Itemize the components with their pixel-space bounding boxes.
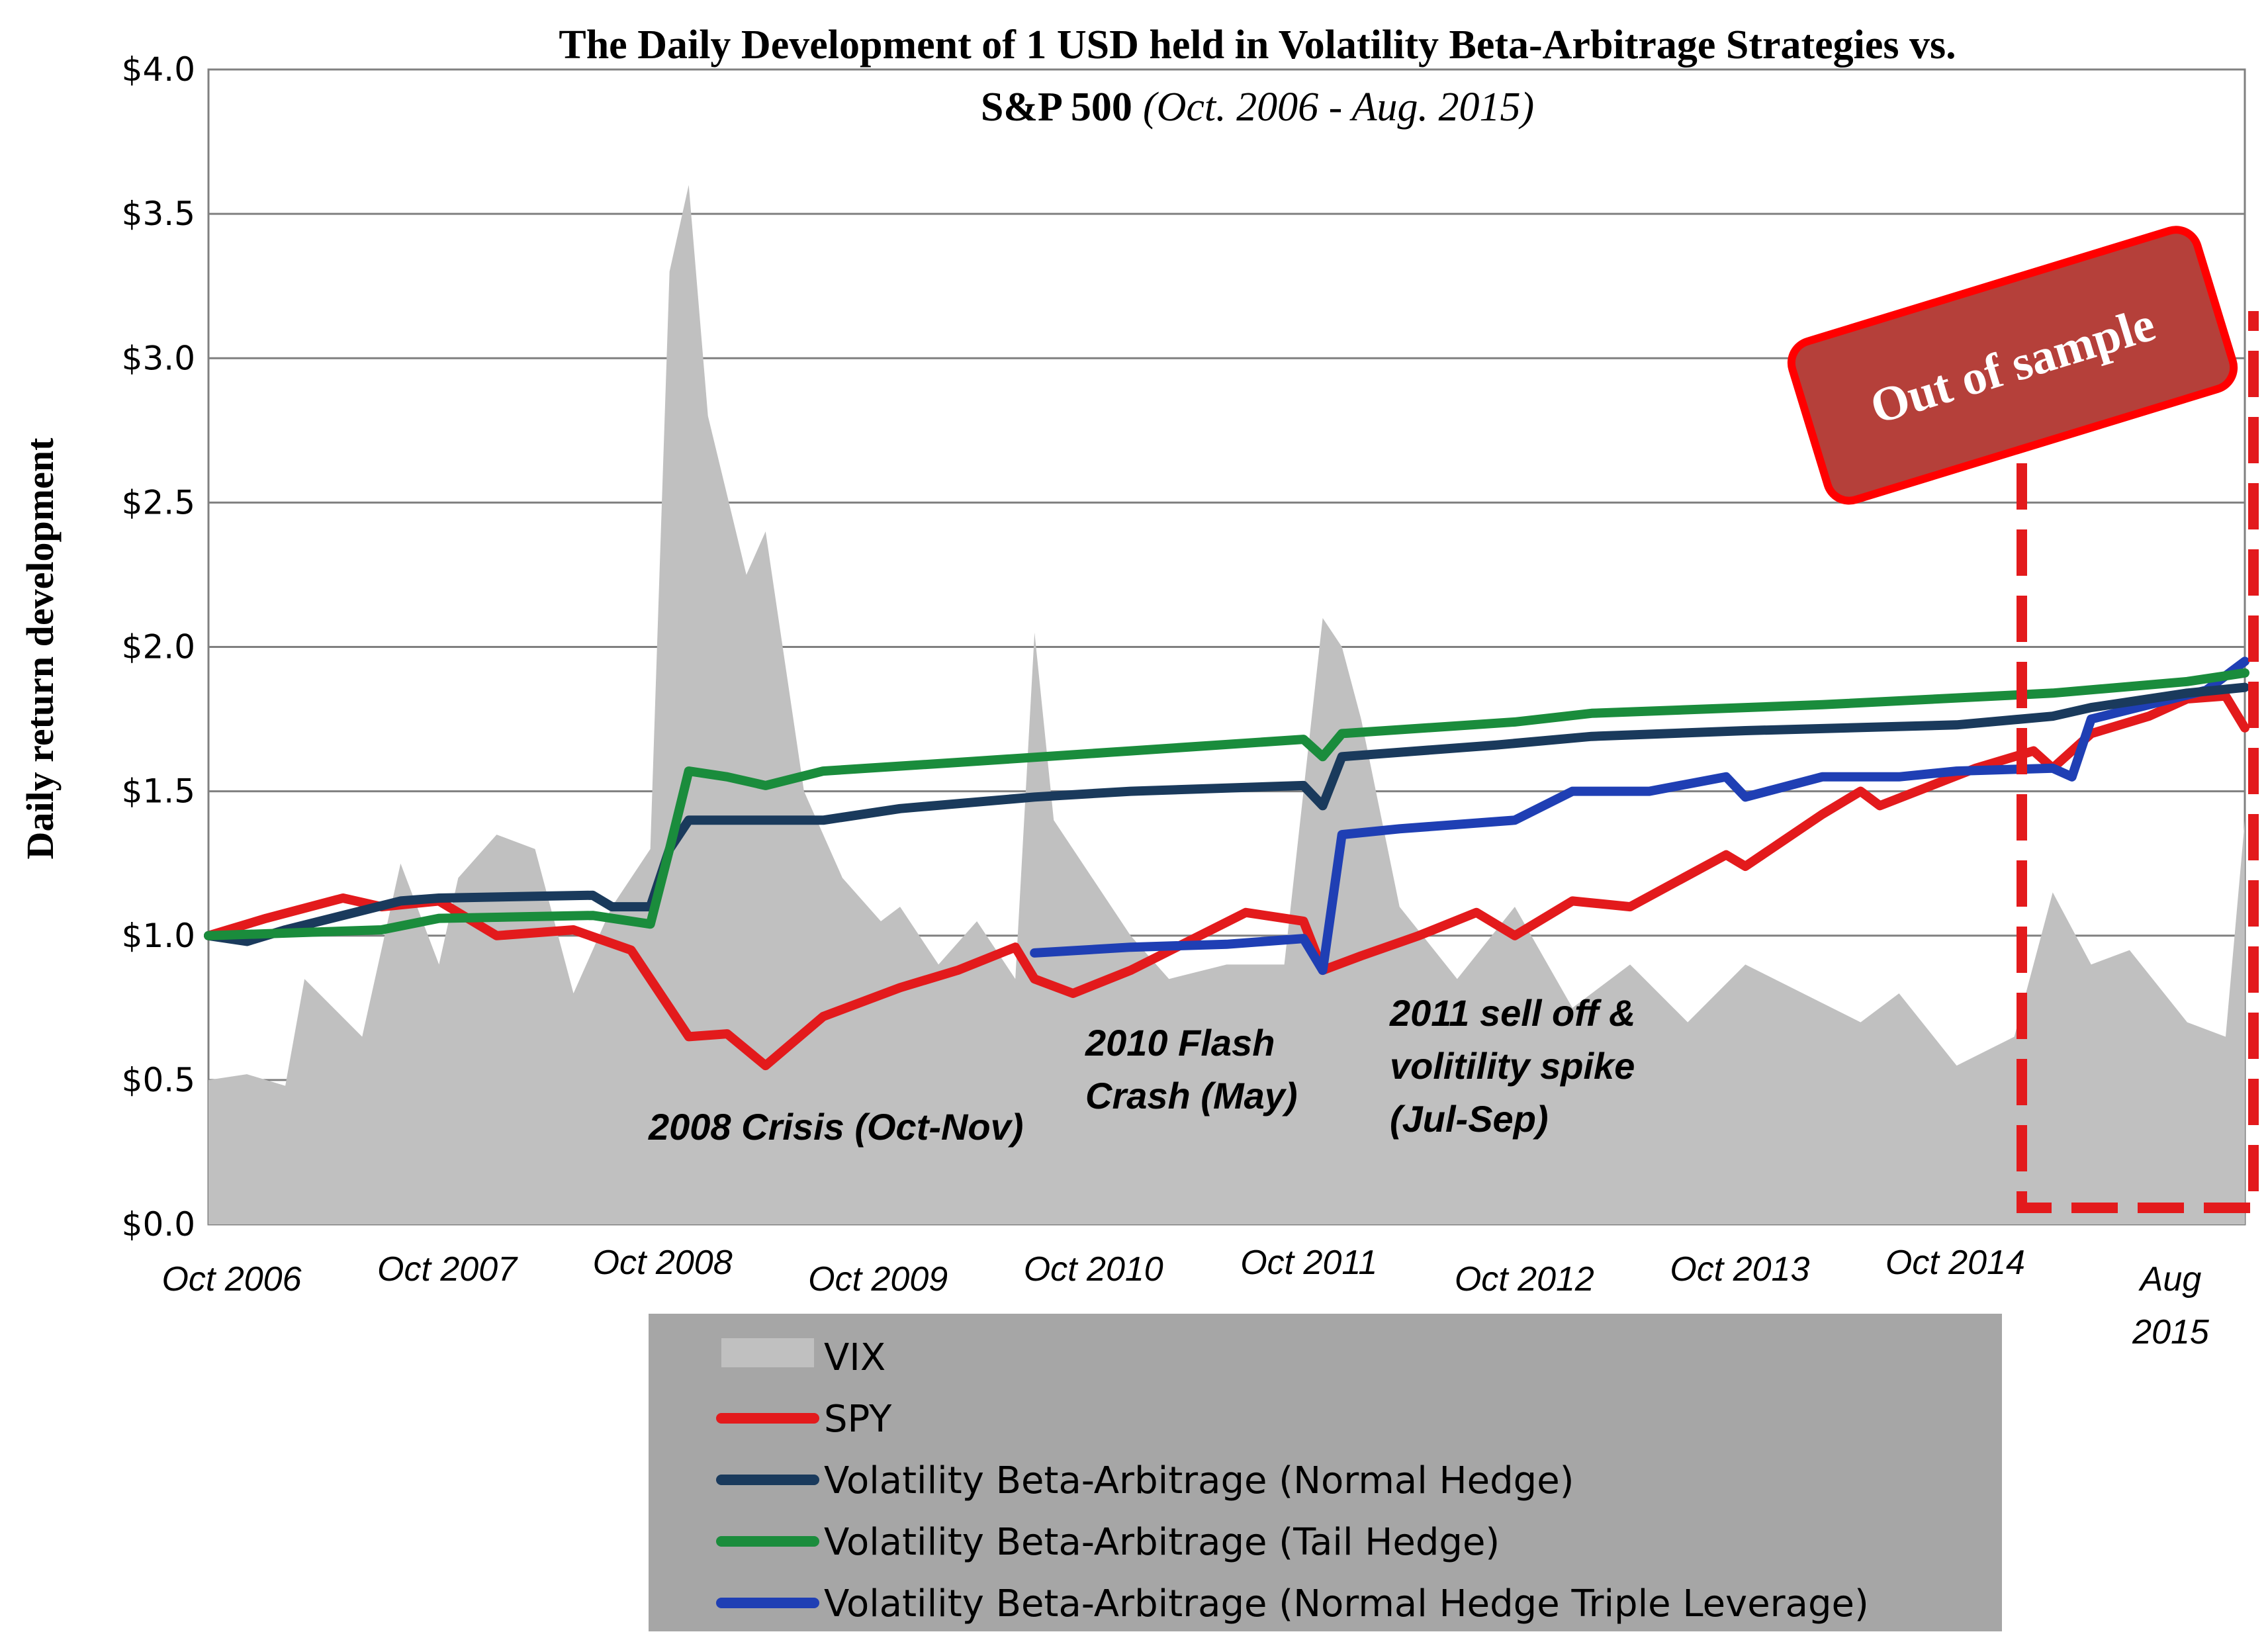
annotation-flash-crash-line1: 2010 Flash [1085,1022,1275,1064]
vix-area-layer [208,185,2245,1224]
annotation-selloff-line2: volitility spike [1390,1045,1635,1087]
y-tick-label: $0.0 [122,1205,195,1244]
annotation-selloff-line1: 2011 sell off & [1389,992,1635,1034]
x-tick-label: Oct 2011 [1240,1244,1377,1282]
x-tick-label: Oct 2008 [593,1244,733,1282]
chart-title-line1: The Daily Development of 1 USD held in V… [559,23,1956,68]
y-tick-label: $3.0 [122,339,195,377]
series-line-volatility-beta-arbitrage-tail-hedge [204,668,2249,940]
y-tick-label: $2.0 [122,628,195,666]
x-tick-label-year: 2015 [2132,1313,2210,1351]
x-tick-label: Oct 2010 [1024,1250,1163,1289]
y-tick-labels: $0.0 $0.5 $1.0 $1.5 $2.0 $2.5 $3.0 $3.5 $4.0 [122,50,195,1244]
legend-label: Volatility Beta-Arbitrage (Normal Hedge) [824,1459,1574,1502]
y-tick-label: $1.5 [122,772,195,811]
legend-label: Volatility Beta-Arbitrage (Tail Hedge) [824,1521,1500,1564]
annotation-flash-crash-line2: Crash (May) [1085,1075,1298,1116]
legend-swatch-vix [721,1338,814,1367]
y-tick-label: $3.5 [122,195,195,233]
chart-title-italic: (Oct. 2006 - Aug. 2015) [1143,85,1534,130]
series-line-volatility-beta-arbitrage-normal-hedge [204,682,2249,946]
y-axis-label: Daily return development [19,437,62,860]
y-tick-label: $0.5 [122,1061,195,1099]
y-tick-label: $1.0 [122,917,195,955]
series-lines-layer [204,657,2249,1071]
chart-title-line2: S&P 500 (Oct. 2006 - Aug. 2015) [981,85,1534,130]
chart-title-bold: S&P 500 [981,85,1132,130]
x-tick-label: Oct 2006 [161,1260,301,1298]
legend-label: VIX [824,1336,885,1379]
series-line-volatility-beta-arbitrage-normal-hedge-triple-leverage [1030,657,2249,976]
out-of-sample-dashed-box [2017,311,2259,1213]
x-tick-label: Oct 2009 [808,1260,948,1298]
out-of-sample-badge-box [1787,226,2238,505]
x-tick-label: Aug [2138,1260,2202,1298]
x-tick-label: Oct 2013 [1670,1250,1809,1289]
series-line-spy [204,691,2249,1071]
y-tick-label: $2.5 [122,483,195,522]
annotation-selloff-line3: (Jul-Sep) [1390,1098,1549,1140]
x-tick-labels: Oct 2006 Oct 2007 Oct 2008 Oct 2009 Oct 2010… [161,1244,2209,1351]
x-tick-label: Oct 2012 [1455,1260,1594,1298]
legend-label: SPY [824,1398,892,1441]
series-vix-area [208,185,2245,1224]
legend-box [649,1314,2002,1631]
out-of-sample-badge: Out of sample [1787,226,2238,505]
annotation-2008-crisis: 2008 Crisis (Oct-Nov) [648,1106,1023,1148]
legend: VIX SPY Volatility Beta-Arbitrage (Normal … [716,1336,1869,1625]
x-tick-label: Oct 2014 [1885,1244,2025,1282]
x-tick-label: Oct 2007 [377,1250,518,1289]
y-tick-label: $4.0 [122,50,195,89]
legend-label: Volatility Beta-Arbitrage (Normal Hedge … [824,1582,1869,1625]
